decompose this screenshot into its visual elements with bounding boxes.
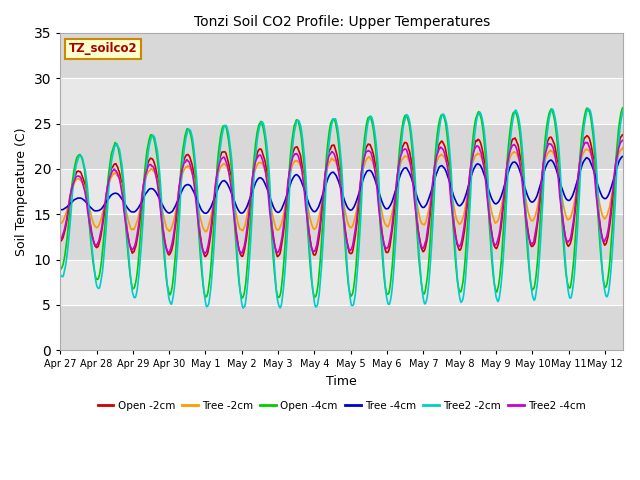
Line: Tree2 -4cm: Tree2 -4cm bbox=[60, 140, 623, 253]
Bar bbox=[60, 123, 623, 169]
Tree2 -2cm bbox=[239, 305, 247, 311]
Tree2 -2cm bbox=[273, 287, 280, 293]
Tree -2cm bbox=[120, 199, 128, 205]
Bar bbox=[60, 305, 623, 350]
Text: TZ_soilco2: TZ_soilco2 bbox=[68, 42, 137, 56]
Line: Open -2cm: Open -2cm bbox=[60, 135, 623, 257]
Tree -4cm bbox=[120, 200, 128, 206]
Open -4cm bbox=[548, 106, 556, 112]
Tree -2cm bbox=[620, 144, 627, 150]
Open -2cm bbox=[274, 254, 282, 260]
Tree -4cm bbox=[154, 192, 162, 198]
Tree2 -4cm bbox=[620, 137, 627, 143]
Open -4cm bbox=[297, 130, 305, 135]
Y-axis label: Soil Temperature (C): Soil Temperature (C) bbox=[15, 127, 28, 256]
Tree2 -2cm bbox=[584, 106, 592, 111]
Tree -2cm bbox=[202, 229, 210, 235]
Tree2 -4cm bbox=[609, 194, 616, 200]
Tree2 -4cm bbox=[56, 237, 64, 242]
Bar bbox=[60, 260, 623, 305]
Bar bbox=[60, 33, 623, 78]
Title: Tonzi Soil CO2 Profile: Upper Temperatures: Tonzi Soil CO2 Profile: Upper Temperatur… bbox=[193, 15, 490, 29]
Tree -2cm bbox=[297, 163, 305, 169]
Tree -2cm bbox=[154, 180, 162, 186]
Open -4cm bbox=[154, 160, 162, 166]
Open -4cm bbox=[273, 287, 280, 293]
Tree2 -2cm bbox=[609, 248, 616, 253]
Open -4cm bbox=[120, 204, 128, 209]
Tree2 -2cm bbox=[297, 123, 305, 129]
Open -4cm bbox=[620, 105, 627, 110]
Tree2 -2cm bbox=[154, 152, 162, 158]
Tree -4cm bbox=[273, 209, 280, 215]
Tree2 -2cm bbox=[620, 108, 627, 114]
Open -2cm bbox=[120, 206, 128, 212]
Tree2 -2cm bbox=[548, 107, 556, 113]
Tree -4cm bbox=[297, 177, 305, 183]
Open -2cm bbox=[56, 238, 64, 243]
Tree -4cm bbox=[609, 181, 616, 187]
Legend: Open -2cm, Tree -2cm, Open -4cm, Tree -4cm, Tree2 -2cm, Tree2 -4cm: Open -2cm, Tree -2cm, Open -4cm, Tree -4… bbox=[93, 396, 589, 415]
Line: Tree -4cm: Tree -4cm bbox=[60, 156, 623, 213]
Open -2cm bbox=[154, 177, 162, 182]
Open -2cm bbox=[548, 135, 556, 141]
Tree -2cm bbox=[56, 220, 64, 226]
Tree -4cm bbox=[202, 210, 209, 216]
Tree2 -4cm bbox=[154, 183, 162, 189]
Open -4cm bbox=[239, 295, 246, 301]
X-axis label: Time: Time bbox=[326, 375, 357, 388]
Tree2 -4cm bbox=[273, 248, 280, 254]
Tree2 -2cm bbox=[120, 188, 128, 193]
Tree -4cm bbox=[56, 207, 64, 213]
Open -4cm bbox=[609, 226, 616, 231]
Tree2 -4cm bbox=[120, 211, 128, 217]
Line: Tree -2cm: Tree -2cm bbox=[60, 147, 623, 232]
Tree2 -4cm bbox=[201, 251, 209, 256]
Bar bbox=[60, 214, 623, 260]
Bar bbox=[60, 78, 623, 123]
Tree -4cm bbox=[548, 157, 556, 163]
Tree -2cm bbox=[609, 189, 616, 195]
Open -4cm bbox=[56, 266, 64, 272]
Tree2 -2cm bbox=[56, 272, 64, 277]
Open -2cm bbox=[620, 132, 627, 138]
Tree2 -4cm bbox=[548, 142, 556, 148]
Bar bbox=[60, 169, 623, 214]
Line: Open -4cm: Open -4cm bbox=[60, 108, 623, 298]
Line: Tree2 -2cm: Tree2 -2cm bbox=[60, 108, 623, 308]
Tree -2cm bbox=[548, 148, 556, 154]
Tree -2cm bbox=[273, 226, 280, 232]
Open -2cm bbox=[272, 249, 280, 255]
Open -2cm bbox=[297, 154, 305, 159]
Tree -4cm bbox=[620, 154, 627, 159]
Tree2 -4cm bbox=[297, 162, 305, 168]
Open -2cm bbox=[609, 200, 616, 205]
